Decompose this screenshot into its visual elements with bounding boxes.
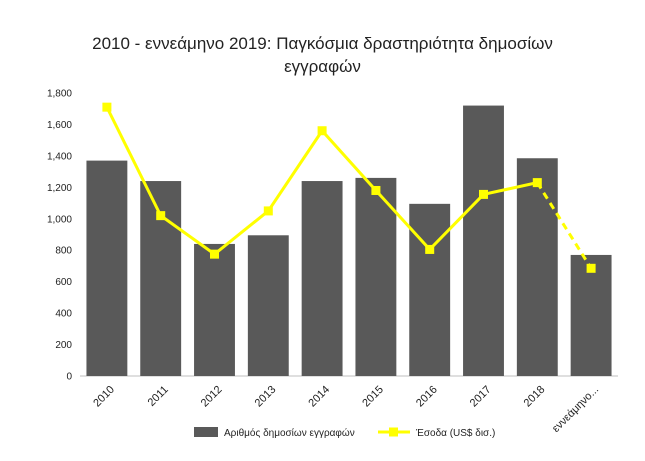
y-tick-label: 1,000 bbox=[47, 214, 72, 225]
x-tick-label: 2015 bbox=[360, 384, 386, 410]
y-tick-label: 1,200 bbox=[47, 183, 72, 194]
line-point bbox=[532, 178, 542, 188]
line-series bbox=[102, 102, 596, 273]
x-tick-label: 2018 bbox=[522, 384, 548, 410]
chart-title-line-1: 2010 - εννεάμηνο 2019: Παγκόσμια δραστηρ… bbox=[92, 34, 553, 53]
bar bbox=[301, 181, 343, 376]
y-tick-label: 200 bbox=[55, 340, 72, 351]
legend: Αριθμός δημοσίων εγγραφών Έσοδα (US$ δισ… bbox=[194, 427, 495, 439]
x-tick-label: 2017 bbox=[468, 384, 494, 410]
y-tick-label: 1,600 bbox=[47, 120, 72, 131]
x-tick-label: 2011 bbox=[146, 384, 171, 409]
bar bbox=[355, 177, 397, 376]
chart-title-line-2: εγγραφών bbox=[284, 57, 361, 76]
line-point bbox=[263, 206, 273, 216]
x-tick-label: 2013 bbox=[253, 384, 279, 410]
bar bbox=[247, 235, 289, 376]
y-axis-ticks: 0 200 400 600 800 1,000 1,200 1,400 1,600 1,800 bbox=[47, 89, 72, 383]
bar bbox=[570, 254, 612, 376]
bar bbox=[140, 181, 182, 376]
bar bbox=[463, 105, 504, 377]
y-tick-label: 600 bbox=[55, 277, 72, 288]
x-tick-label: εννεάμηνο... bbox=[550, 384, 601, 435]
bar bbox=[86, 160, 128, 376]
legend-label-line: Έσοδα (US$ δισ.) bbox=[415, 428, 495, 439]
x-tick-label: 2012 bbox=[199, 384, 225, 410]
y-tick-label: 400 bbox=[55, 309, 72, 320]
line-point bbox=[371, 185, 381, 195]
y-tick-label: 1,800 bbox=[47, 89, 72, 100]
y-tick-label: 1,400 bbox=[47, 151, 72, 162]
bar bbox=[409, 203, 451, 376]
legend-swatch-bars bbox=[194, 427, 218, 437]
line-point bbox=[102, 102, 112, 112]
line-point bbox=[479, 189, 488, 199]
bar-series bbox=[86, 105, 612, 377]
y-tick-label: 0 bbox=[66, 372, 72, 383]
line-point bbox=[210, 249, 219, 259]
bar bbox=[516, 158, 558, 376]
line-series-dashed-segment bbox=[536, 181, 593, 270]
legend-label-bars: Αριθμός δημοσίων εγγραφών bbox=[224, 427, 355, 439]
line-point bbox=[425, 244, 435, 254]
line-point bbox=[156, 211, 166, 221]
y-tick-label: 800 bbox=[55, 246, 72, 257]
legend-swatch-marker bbox=[389, 427, 398, 437]
x-tick-label: 2016 bbox=[414, 384, 440, 410]
line-point bbox=[586, 263, 596, 273]
x-tick-label: 2010 bbox=[91, 384, 117, 410]
line-point bbox=[317, 126, 327, 136]
bar bbox=[194, 243, 235, 376]
x-tick-label: 2014 bbox=[306, 384, 332, 410]
